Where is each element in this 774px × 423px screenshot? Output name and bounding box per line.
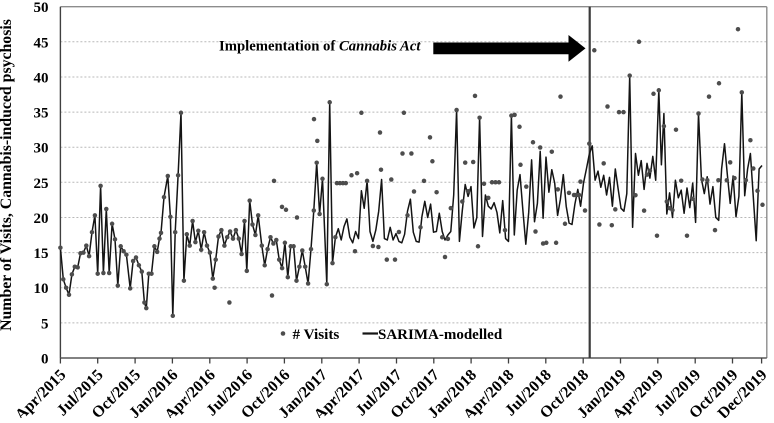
svg-text:10: 10 [34, 281, 49, 297]
svg-text:35: 35 [34, 106, 49, 122]
svg-text:45: 45 [34, 35, 49, 51]
svg-text:15: 15 [34, 246, 49, 262]
svg-text:Number of Visits, Cannabis-ind: Number of Visits, Cannabis-induced psych… [0, 19, 15, 331]
svg-text:Implementation of Cannabis Act: Implementation of Cannabis Act [219, 39, 421, 55]
svg-text:40: 40 [34, 71, 49, 87]
svg-text:25: 25 [34, 176, 49, 192]
svg-text:5: 5 [41, 316, 49, 332]
svg-text:# Visits: # Visits [293, 326, 340, 343]
svg-text:0: 0 [41, 352, 49, 368]
svg-text:30: 30 [34, 141, 49, 157]
svg-text:50: 50 [34, 0, 49, 16]
svg-text:SARIMA-modelled: SARIMA-modelled [378, 327, 503, 343]
svg-text:20: 20 [34, 211, 49, 227]
